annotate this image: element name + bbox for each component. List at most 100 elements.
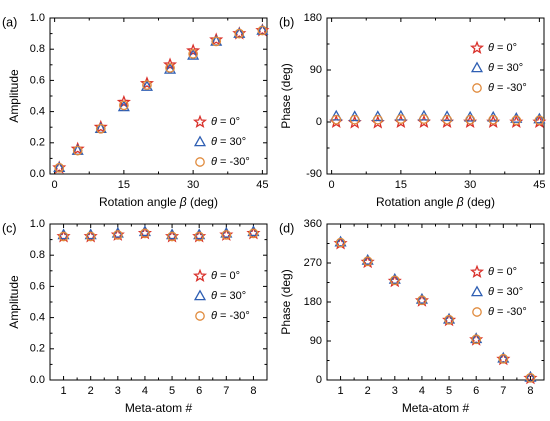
legend-marker (192, 114, 208, 128)
series-2 (334, 235, 537, 382)
legend-marker (472, 307, 482, 317)
legend-marker (472, 83, 482, 93)
y-tick-label: 90 (310, 335, 322, 347)
data-point (534, 115, 545, 126)
legend-marker (193, 135, 207, 147)
y-tick-label: 0.8 (30, 43, 45, 55)
data-point (471, 334, 482, 345)
x-tick-label: 5 (446, 385, 452, 397)
data-point (84, 228, 97, 240)
data-point (138, 225, 151, 237)
y-axis-label: Amplitude (7, 275, 21, 329)
plot-frame (49, 223, 268, 381)
data-point (221, 230, 232, 240)
x-axis-label: Meta-atom # (402, 401, 470, 415)
series-2 (53, 23, 269, 173)
data-point (335, 237, 346, 248)
data-point (188, 49, 198, 59)
y-tick-label: 0.0 (30, 168, 45, 180)
data-point (247, 225, 260, 237)
y-tick-label: 180 (304, 296, 322, 308)
series-2 (57, 225, 260, 240)
x-axis-label: Rotation angle β (deg) (99, 195, 218, 209)
x-tick-label: 3 (115, 385, 121, 397)
legend-marker (470, 61, 484, 73)
legend-marker (193, 289, 207, 301)
x-tick-label: 45 (533, 179, 545, 191)
y-tick-label: 90 (310, 64, 322, 76)
y-tick-label: 0.0 (30, 374, 45, 386)
x-tick-label: 0 (52, 179, 58, 191)
legend-label: θ = -30° (488, 82, 527, 94)
panel-label: (c) (2, 221, 17, 235)
data-point (234, 28, 245, 39)
data-point (54, 162, 65, 173)
y-tick-label: 360 (304, 218, 322, 230)
legend-marker (470, 285, 484, 297)
data-point (119, 100, 129, 111)
x-tick-label: 3 (392, 385, 398, 397)
legend-label: θ = 30° (211, 290, 246, 302)
x-tick-label: 8 (527, 385, 533, 397)
y-tick-label: 0 (316, 116, 322, 128)
legend-marker (192, 268, 208, 282)
data-point (93, 119, 108, 134)
data-point (248, 228, 259, 239)
y-tick-label: 0.4 (30, 106, 45, 118)
data-point (362, 256, 373, 267)
x-tick-label: 15 (395, 179, 407, 191)
x-axis-label: Meta-atom # (125, 401, 193, 415)
y-tick-label: 1.0 (30, 218, 45, 230)
data-point (331, 114, 342, 125)
data-point (72, 145, 83, 156)
data-point (112, 230, 123, 240)
x-tick-label: 6 (473, 385, 479, 397)
data-point (140, 228, 150, 239)
y-tick-label: 0.6 (30, 74, 45, 86)
data-point (417, 295, 427, 306)
data-point (58, 231, 69, 242)
data-point (330, 109, 343, 121)
legend-marker (469, 40, 485, 54)
legend-label: θ = -30° (211, 310, 250, 322)
data-point (194, 231, 205, 242)
data-point (220, 226, 233, 238)
chart-panel-1: (a) 0 15 30 45 0.0 0.2 0.4 0.6 0.8 1.0 Rotation ang… (2, 12, 270, 209)
data-point (140, 80, 154, 91)
data-point (163, 62, 177, 74)
y-tick-label: 270 (304, 257, 322, 269)
data-point (442, 114, 452, 125)
data-point (396, 114, 406, 124)
data-point (193, 228, 206, 240)
x-axis-label: Rotation angle β (deg) (376, 195, 495, 209)
legend-label: θ = -30° (488, 306, 527, 318)
data-point (361, 253, 374, 265)
chart-panel-3: (c) 1 2 3 4 5 6 7 8 0.0 0.2 0.4 0.6 0.8 1.0 Meta-atom #… (2, 218, 268, 415)
data-point (116, 94, 131, 109)
data-point (57, 228, 70, 240)
chart-panel-2: (b) 0 15 30 45 -90 0 90 180 Rotation angle β (deg… (279, 12, 547, 209)
series-3 (331, 114, 545, 126)
y-tick-label: 0.4 (30, 312, 45, 324)
x-tick-label: 30 (187, 179, 199, 191)
data-point (419, 114, 429, 124)
data-point (443, 312, 456, 324)
data-point (257, 25, 268, 36)
panel-label: (a) (2, 15, 17, 29)
x-tick-label: 1 (338, 385, 344, 397)
data-point (95, 123, 106, 134)
x-tick-label: 45 (256, 179, 268, 191)
series-3 (54, 25, 268, 173)
data-point (372, 114, 383, 125)
legend-marker (195, 311, 205, 321)
data-point (334, 235, 347, 247)
x-tick-label: 2 (365, 385, 371, 397)
x-tick-label: 7 (223, 385, 229, 397)
data-point (211, 36, 222, 47)
legend-label: θ = 0° (211, 270, 240, 282)
data-point (142, 80, 152, 90)
x-tick-label: 7 (500, 385, 506, 397)
data-point (511, 115, 522, 126)
x-tick-label: 30 (464, 179, 476, 191)
